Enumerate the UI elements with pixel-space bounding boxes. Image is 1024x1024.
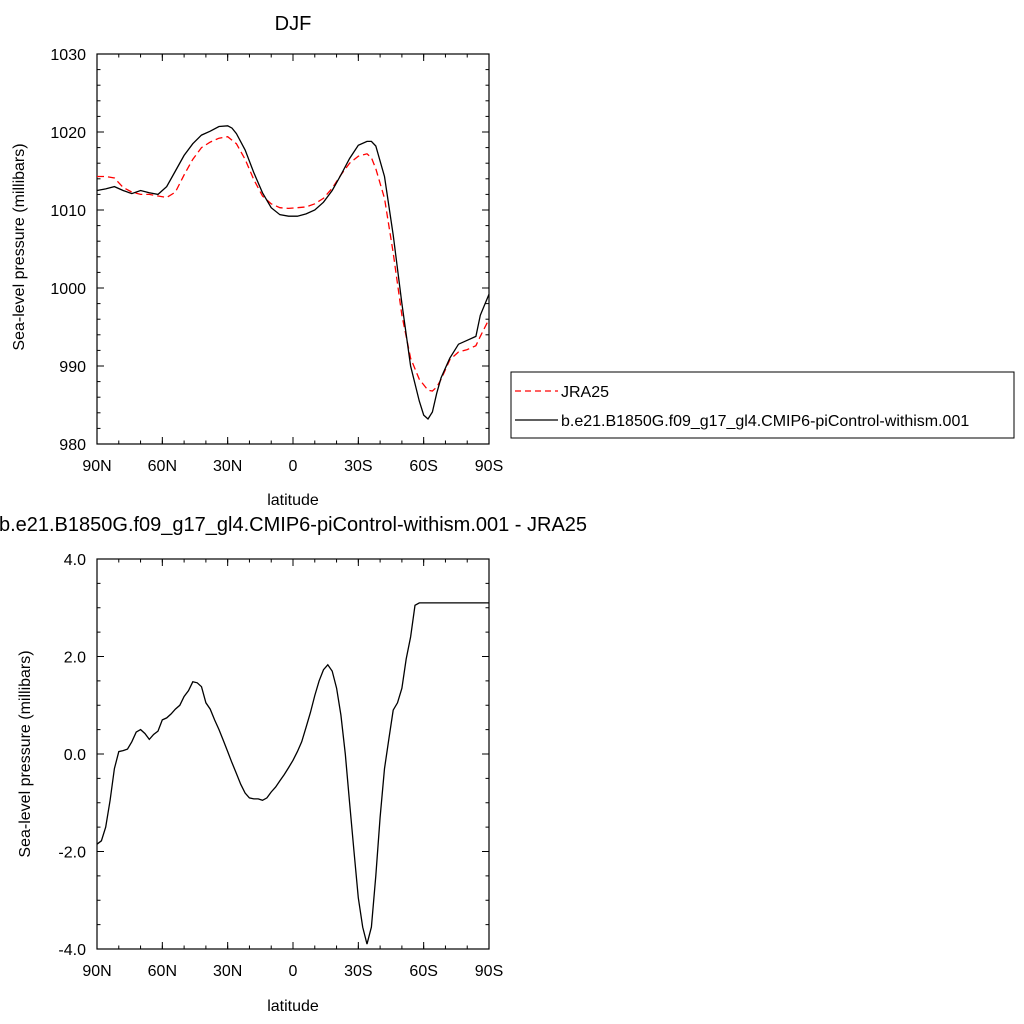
x-tick-label: 90N (82, 458, 111, 475)
x-tick-label: 90S (475, 963, 503, 980)
y-tick-label: 1000 (50, 281, 86, 298)
y-tick-label: 1030 (50, 47, 86, 64)
x-tick-label: 90N (82, 963, 111, 980)
y-tick-label: -2.0 (58, 845, 86, 862)
top-plot-area: 90N 60N 30N 0 30S 60S 90S 980 990 1000 1010 1020 103… (50, 47, 503, 475)
x-tick-label: 0 (289, 458, 298, 475)
y-tick-label: -4.0 (58, 942, 86, 959)
x-tick-label: 60N (148, 963, 177, 980)
x-tick-label: 30N (213, 458, 242, 475)
top-title: DJF (275, 13, 312, 35)
y-tick-label: 1020 (50, 125, 86, 142)
y-tick-label: 0.0 (64, 747, 86, 764)
plot-frame (96, 558, 490, 950)
x-tick-label: 90S (475, 458, 503, 475)
top-xlabel: latitude (267, 492, 319, 509)
x-tick-label: 30S (344, 963, 372, 980)
series-line-0 (97, 136, 490, 392)
series-line-0 (96, 602, 489, 945)
plot-frame (96, 53, 490, 445)
top-legend: JRA25 b.e21.B1850G.f09_g17_gl4.CMIP6-piC… (510, 371, 1015, 439)
x-tick-label: 30S (344, 458, 372, 475)
x-tick-label: 60S (409, 963, 437, 980)
legend-label-jra25: JRA25 (561, 384, 609, 401)
legend-box (510, 371, 1015, 439)
legend-label-model: b.e21.B1850G.f09_g17_gl4.CMIP6-piControl… (561, 413, 969, 430)
y-tick-label: 990 (59, 359, 86, 376)
y-tick-label: 2.0 (64, 650, 86, 667)
x-tick-label: 60S (409, 458, 437, 475)
bottom-plot-area: 90N 60N 30N 0 30S 60S 90S -4.0 -2.0 0.0 2.0 4.0 (58, 552, 503, 980)
x-tick-label: 0 (289, 963, 298, 980)
series-line-1 (96, 125, 490, 421)
y-tick-label: 4.0 (64, 552, 86, 569)
x-tick-label: 60N (148, 458, 177, 475)
top-ylabel: Sea-level pressure (millibars) (11, 143, 28, 350)
bottom-xlabel: latitude (267, 998, 319, 1015)
y-tick-label: 1010 (50, 203, 86, 220)
bottom-title: b.e21.B1850G.f09_g17_gl4.CMIP6-piControl… (0, 514, 587, 536)
bottom-ylabel: Sea-level pressure (millibars) (17, 650, 34, 857)
y-tick-label: 980 (59, 437, 86, 454)
x-tick-label: 30N (213, 963, 242, 980)
